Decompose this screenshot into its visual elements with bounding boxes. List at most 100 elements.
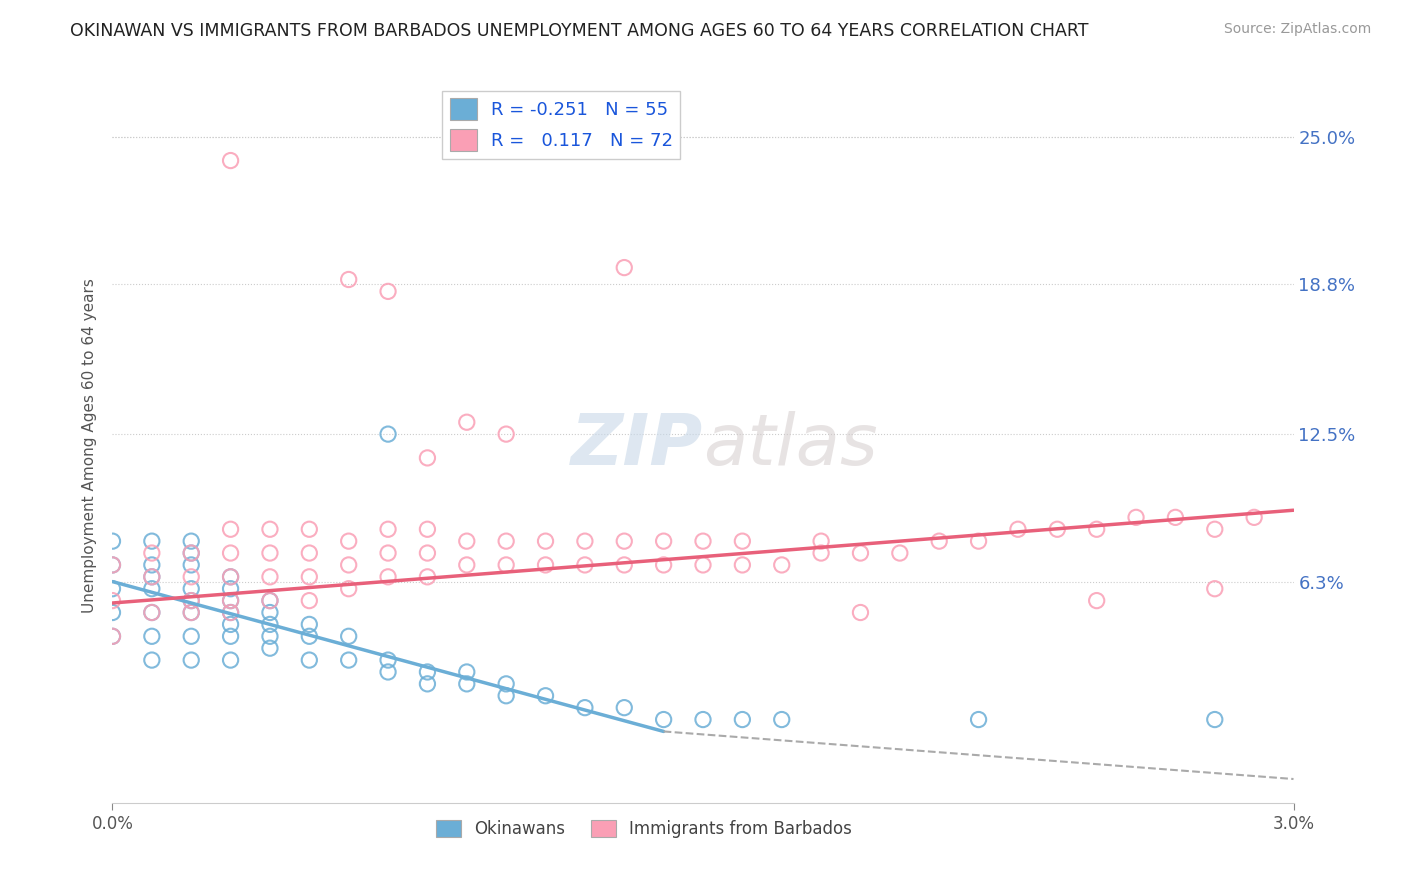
Point [1085,522,1108,536]
Point [180,558,202,572]
Point [101,558,124,572]
Point [180,606,202,620]
Point [259,617,281,632]
Point [259,606,281,620]
Point [416,677,439,691]
Point [889,546,911,560]
Point [101,606,124,620]
Point [141,606,163,620]
Point [180,582,202,596]
Point [849,546,872,560]
Point [298,629,321,643]
Point [574,700,596,714]
Point [180,546,202,560]
Point [141,570,163,584]
Point [613,700,636,714]
Point [377,546,399,560]
Point [141,546,163,560]
Point [337,629,360,643]
Point [141,534,163,549]
Point [141,582,163,596]
Point [259,570,281,584]
Point [652,534,675,549]
Point [456,558,478,572]
Point [101,593,124,607]
Point [219,593,242,607]
Point [219,606,242,620]
Y-axis label: Unemployment Among Ages 60 to 64 years: Unemployment Among Ages 60 to 64 years [82,278,97,614]
Point [849,606,872,620]
Point [692,558,714,572]
Point [416,665,439,679]
Point [534,689,557,703]
Text: atlas: atlas [703,411,877,481]
Point [495,677,517,691]
Point [219,582,242,596]
Point [495,427,517,442]
Point [101,558,124,572]
Point [180,653,202,667]
Point [337,558,360,572]
Point [377,653,399,667]
Point [298,546,321,560]
Point [1007,522,1029,536]
Point [219,570,242,584]
Point [141,558,163,572]
Point [219,593,242,607]
Point [1164,510,1187,524]
Point [219,617,242,632]
Point [101,629,124,643]
Point [377,285,399,299]
Point [1204,713,1226,727]
Point [692,713,714,727]
Point [692,534,714,549]
Point [416,450,439,465]
Point [967,534,990,549]
Point [337,582,360,596]
Point [1085,593,1108,607]
Point [259,593,281,607]
Point [1046,522,1069,536]
Point [141,653,163,667]
Point [613,558,636,572]
Point [810,546,832,560]
Point [495,558,517,572]
Point [416,546,439,560]
Point [101,629,124,643]
Point [377,570,399,584]
Point [377,427,399,442]
Point [377,522,399,536]
Point [180,534,202,549]
Point [416,570,439,584]
Text: ZIP: ZIP [571,411,703,481]
Point [810,534,832,549]
Point [928,534,950,549]
Point [180,593,202,607]
Point [180,593,202,607]
Point [574,534,596,549]
Point [141,606,163,620]
Point [967,713,990,727]
Point [1204,582,1226,596]
Point [101,582,124,596]
Point [652,713,675,727]
Point [456,665,478,679]
Point [298,522,321,536]
Point [495,689,517,703]
Point [613,260,636,275]
Point [259,629,281,643]
Point [259,593,281,607]
Point [259,522,281,536]
Point [1125,510,1147,524]
Point [731,713,754,727]
Point [770,558,793,572]
Point [298,617,321,632]
Point [337,653,360,667]
Point [731,534,754,549]
Point [219,570,242,584]
Point [259,641,281,656]
Point [219,546,242,560]
Point [534,534,557,549]
Point [613,534,636,549]
Point [574,558,596,572]
